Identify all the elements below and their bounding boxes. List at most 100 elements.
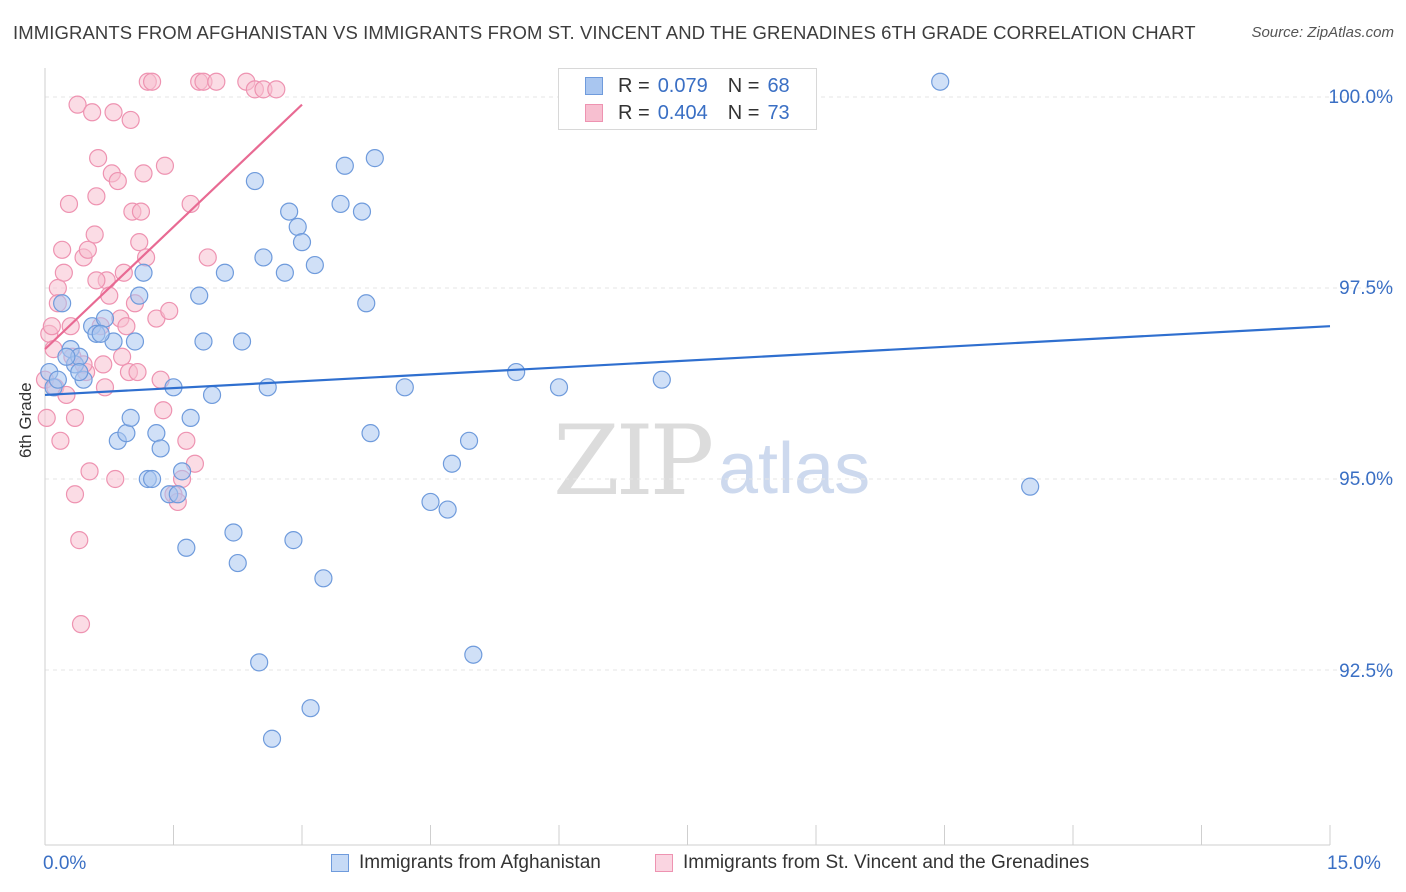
pink-point-63 [198, 248, 217, 267]
pink-point-64 [207, 72, 226, 91]
blue-trend-line [44, 325, 1331, 397]
pink-point-34 [108, 171, 127, 191]
blue-point-56 [442, 454, 462, 473]
blue-point-58 [464, 645, 483, 664]
blue-point-16 [134, 263, 153, 282]
legend-label-afghanistan: Immigrants from Afghanistan [359, 852, 601, 873]
pink-point-43 [128, 362, 147, 382]
blue-point-57 [459, 431, 479, 450]
pink-point-14 [65, 408, 85, 427]
blue-point-38 [262, 729, 282, 748]
blue-point-65 [70, 362, 89, 382]
pink-series-points [35, 72, 286, 634]
pink-point-1 [37, 408, 56, 427]
blue-point-35 [250, 653, 269, 672]
legend-pink-n-value: 73 [767, 101, 790, 124]
blue-point-25 [177, 538, 196, 557]
blue-point-42 [288, 217, 307, 236]
pink-point-30 [100, 286, 119, 305]
pink-point-68 [267, 80, 286, 99]
blue-point-20 [151, 439, 170, 458]
pink-point-9 [54, 263, 73, 282]
blue-point-46 [314, 569, 333, 588]
blue-point-10 [95, 309, 115, 328]
pink-point-28 [95, 378, 115, 397]
source-label: Source: ZipAtlas.com [1251, 24, 1394, 41]
blue-point-55 [438, 500, 457, 519]
watermark-atlas: atlas [718, 429, 871, 509]
legend-blue-r-label: R = [618, 74, 650, 97]
x-tick-label-max: 15.0% [1327, 853, 1381, 874]
blue-point-64 [57, 347, 76, 366]
pink-point-33 [106, 469, 125, 489]
blue-point-43 [292, 233, 312, 252]
blue-point-3 [53, 294, 72, 313]
legend-swatch-pink [585, 104, 603, 122]
pink-point-54 [160, 301, 179, 321]
blue-point-51 [361, 424, 380, 443]
blue-point-15 [130, 286, 149, 305]
blue-point-52 [365, 149, 384, 168]
blue-point-27 [190, 286, 209, 305]
blue-point-45 [305, 255, 324, 275]
blue-point-34 [245, 171, 264, 191]
x-tick-label-min: 0.0% [43, 853, 87, 874]
blue-point-63 [1021, 477, 1040, 496]
blue-point-61 [652, 370, 671, 389]
legend-row-blue: R = 0.079 N = 68 [585, 73, 790, 99]
legend-blue-n-label: N = [727, 74, 760, 97]
legend-item-st-vincent[interactable]: Immigrants from St. Vincent and the Gren… [655, 852, 1089, 874]
pink-point-40 [121, 110, 140, 130]
blue-point-33 [232, 332, 252, 351]
pink-point-49 [142, 72, 162, 91]
blue-point-59 [507, 362, 526, 382]
legend-blue-n-value: 68 [767, 74, 790, 97]
blue-point-36 [258, 378, 277, 397]
blue-point-18 [142, 469, 162, 489]
blue-point-50 [357, 294, 376, 313]
trend-lines [44, 103, 1331, 397]
blue-series-points [40, 72, 1040, 748]
pink-point-58 [177, 431, 196, 450]
legend-swatch-afghanistan [331, 854, 349, 872]
blue-point-41 [284, 531, 303, 550]
series-legend: Immigrants from Afghanistan Immigrants f… [0, 852, 1406, 878]
pink-point-3 [42, 317, 61, 336]
pink-point-25 [89, 149, 108, 168]
axes [44, 68, 1331, 846]
blue-point-48 [335, 156, 354, 175]
pink-point-6 [48, 278, 67, 298]
blue-point-26 [181, 408, 200, 427]
pink-point-23 [85, 225, 104, 244]
y-tick-label-95: 95.0% [1339, 469, 1393, 490]
pink-point-36 [112, 347, 132, 366]
legend-pink-r-label: R = [618, 101, 650, 124]
blue-point-67 [125, 332, 145, 351]
stats-legend: R = 0.079 N = 68 R = 0.404 N = 73 [558, 68, 817, 130]
pink-point-11 [59, 194, 79, 214]
legend-swatch-st-vincent [655, 854, 673, 872]
legend-swatch-blue [585, 77, 603, 95]
legend-row-pink: R = 0.404 N = 73 [585, 100, 790, 126]
pink-point-16 [70, 531, 89, 550]
pink-point-21 [80, 462, 99, 481]
watermark-zip: ZIP [553, 405, 714, 517]
blue-point-44 [301, 699, 320, 718]
blue-point-30 [215, 263, 234, 282]
blue-point-39 [275, 263, 294, 282]
chart-title: IMMIGRANTS FROM AFGHANISTAN VS IMMIGRANT… [13, 22, 1196, 43]
pink-point-52 [154, 401, 173, 420]
blue-point-37 [254, 248, 273, 267]
legend-item-afghanistan[interactable]: Immigrants from Afghanistan [331, 852, 601, 874]
y-tick-label-92-5: 92.5% [1339, 661, 1393, 682]
blue-point-19 [147, 424, 166, 443]
pink-point-46 [134, 164, 153, 183]
pink-point-27 [94, 355, 113, 374]
pink-point-44 [130, 233, 149, 252]
blue-point-23 [168, 485, 187, 504]
pink-point-32 [104, 103, 123, 122]
pink-point-15 [68, 95, 87, 114]
pink-point-24 [87, 187, 106, 206]
blue-point-24 [172, 462, 192, 481]
y-tick-label-97-5: 97.5% [1339, 278, 1393, 299]
